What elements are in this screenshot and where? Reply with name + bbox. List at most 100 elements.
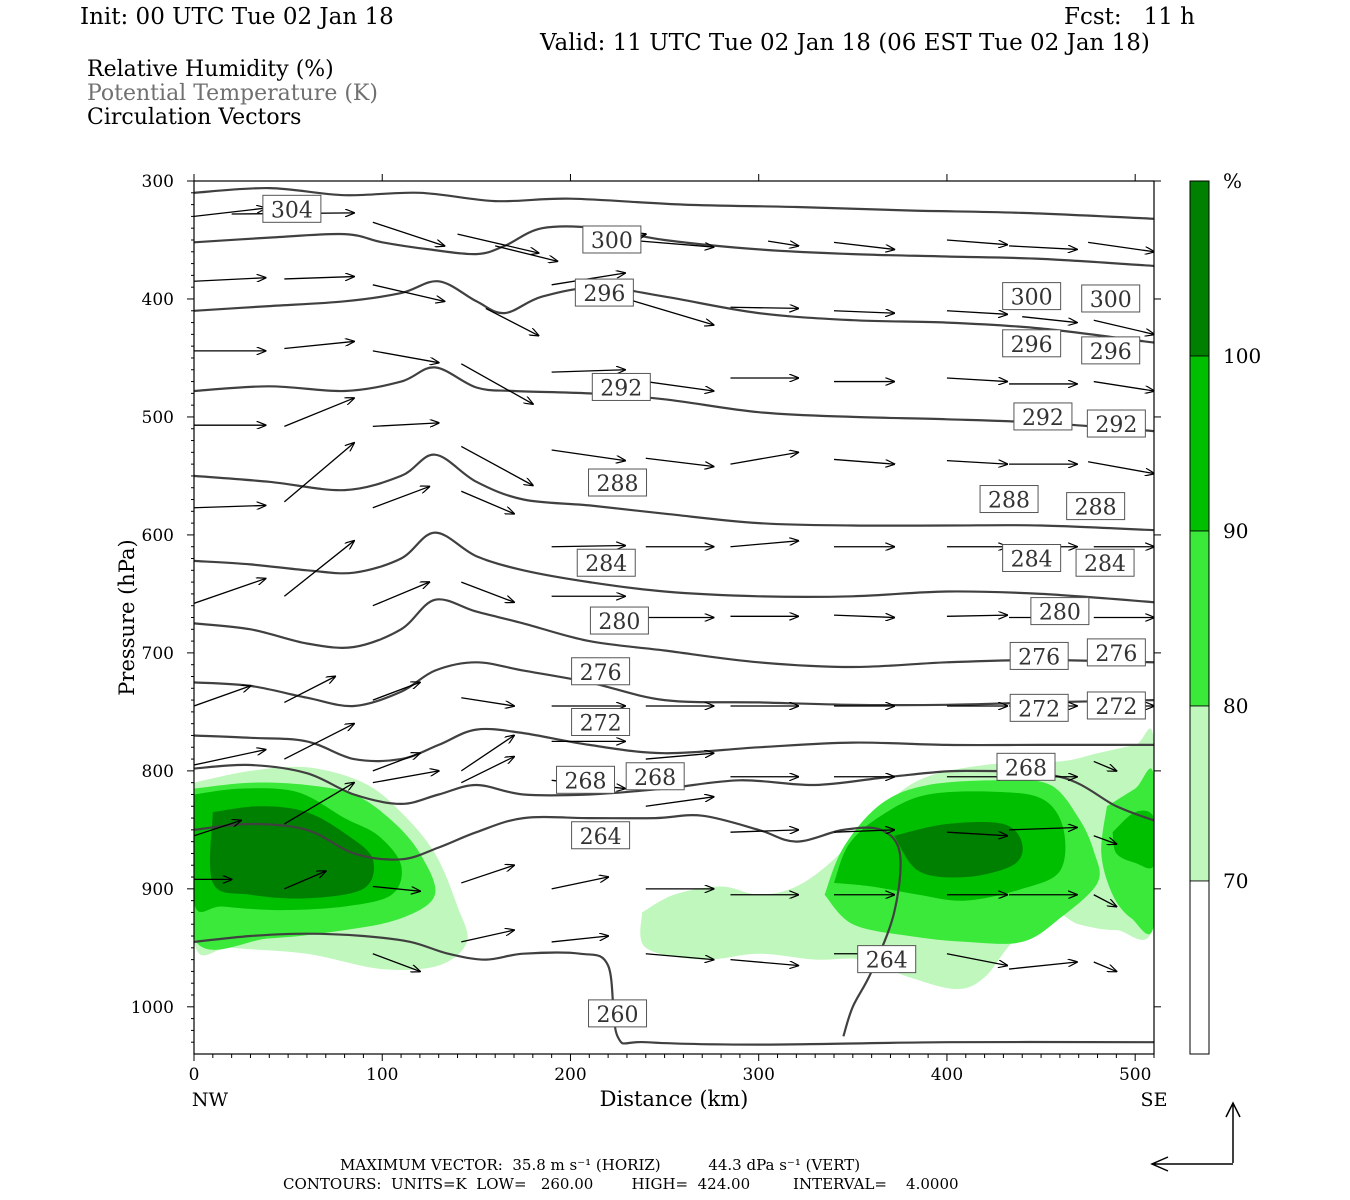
theta-contour-292	[194, 366, 1154, 433]
theta-label: 260	[597, 1003, 639, 1028]
theta-label: 296	[1090, 340, 1132, 365]
x-tick-label: 100	[366, 1065, 398, 1085]
x-tick-label: 500	[1119, 1065, 1151, 1085]
colorbar-band-80	[1189, 530, 1210, 707]
y-tick-label: 500	[142, 408, 174, 428]
colorbar-frame	[1189, 180, 1210, 1055]
theta-label: 268	[634, 766, 676, 791]
y-tick-label: 300	[142, 172, 174, 192]
circulation-vector	[284, 277, 354, 279]
circulation-vector	[460, 445, 533, 485]
theta-label-box	[571, 821, 631, 850]
circulation-vector	[833, 615, 894, 617]
theta-label-box	[857, 945, 917, 974]
circulation-vector	[460, 363, 533, 404]
circulation-vector	[1009, 246, 1077, 250]
rh-region-100	[894, 821, 1023, 878]
theta-label: 296	[583, 282, 625, 307]
theta-label: 264	[580, 825, 622, 850]
theta-contour-288	[194, 453, 1154, 532]
y-tick-label: 600	[142, 526, 174, 546]
x-axis-label: Distance (km)	[600, 1087, 749, 1111]
theta-label-box	[1086, 691, 1146, 720]
theta-label-box	[571, 657, 631, 686]
theta-contour-272	[194, 727, 1154, 763]
theta-label-box	[588, 999, 648, 1028]
circulation-vector	[551, 546, 625, 547]
circulation-vector	[946, 832, 1007, 836]
circulation-vector	[485, 307, 539, 335]
theta-label: 300	[1011, 286, 1053, 311]
theta-label-box	[574, 278, 634, 307]
colorbar-band-70	[1189, 705, 1210, 882]
circulation-vector	[495, 245, 557, 261]
x-tick-label: 0	[189, 1065, 200, 1085]
circulation-vector	[626, 298, 714, 325]
circulation-vector	[730, 958, 798, 966]
circulation-vector	[1088, 241, 1154, 251]
circulation-vector	[551, 370, 625, 372]
circulation-vector	[284, 871, 325, 890]
colorbar-band-60	[1189, 880, 1210, 1055]
y-tick-label: 800	[142, 762, 174, 782]
colorbar-label: 90	[1223, 519, 1248, 543]
theta-label: 276	[1018, 645, 1060, 670]
x-end-label-nw: NW	[192, 1089, 229, 1111]
circulation-vector	[284, 676, 335, 704]
legend-relative-humidity: Relative Humidity (%)	[87, 57, 334, 82]
circulation-vector	[1009, 827, 1077, 829]
theta-contour-284	[194, 531, 1154, 604]
y-tick-label: 900	[142, 880, 174, 900]
circulation-vector	[194, 579, 266, 604]
y-tick-label: 700	[142, 644, 174, 664]
colorbar-label: 100	[1223, 344, 1261, 368]
legend-potential-temperature: Potential Temperature (K)	[87, 81, 378, 106]
theta-label: 300	[591, 229, 633, 254]
circulation-vector	[946, 615, 1007, 616]
circulation-vector	[284, 783, 354, 825]
circulation-vector	[645, 753, 714, 760]
theta-contour-260	[194, 932, 1154, 1046]
circulation-vector	[1008, 962, 1077, 970]
y-tick-label: 400	[142, 290, 174, 310]
circulation-vector	[372, 953, 420, 972]
circulation-vector	[946, 461, 1007, 465]
circulation-vector	[194, 686, 250, 707]
circulation-vector	[833, 458, 894, 464]
circulation-vector	[194, 820, 241, 837]
circulation-vector	[1093, 760, 1117, 770]
circulation-vector	[372, 582, 429, 607]
circulation-vector	[372, 284, 445, 302]
theta-contour-280	[194, 598, 1154, 669]
theta-label-box	[1030, 597, 1090, 626]
theta-label-box	[576, 548, 636, 577]
theta-label-box	[1081, 284, 1141, 313]
theta-label-box	[1075, 548, 1135, 577]
theta-label-box	[591, 372, 651, 401]
colorbar-label: 80	[1223, 694, 1248, 718]
theta-label-box	[571, 707, 631, 736]
theta-label-box	[979, 485, 1039, 514]
circulation-vector	[1093, 894, 1117, 907]
colorbar-band-100	[1189, 180, 1210, 357]
theta-label: 276	[580, 661, 622, 686]
circulation-vector	[833, 241, 894, 249]
colorbar-band-90	[1189, 355, 1210, 532]
theta-label-box	[556, 765, 616, 794]
x-end-label-se: SE	[1141, 1089, 1168, 1111]
rh-region-90	[1112, 810, 1154, 869]
circulation-vector	[372, 487, 429, 509]
valid-time: Valid: 11 UTC Tue 02 Jan 18 (06 EST Tue …	[540, 30, 1150, 56]
circulation-vector	[284, 341, 354, 350]
circulation-vector	[551, 449, 625, 461]
circulation-vector	[461, 490, 514, 513]
circulation-vector	[194, 208, 266, 218]
theta-label-box	[262, 194, 322, 223]
theta-label-box	[625, 762, 685, 791]
theta-label: 272	[580, 711, 622, 736]
theta-label-box	[1002, 329, 1062, 358]
theta-label-box	[589, 606, 649, 635]
theta-label: 288	[988, 489, 1030, 514]
theta-label-box	[1066, 492, 1126, 521]
